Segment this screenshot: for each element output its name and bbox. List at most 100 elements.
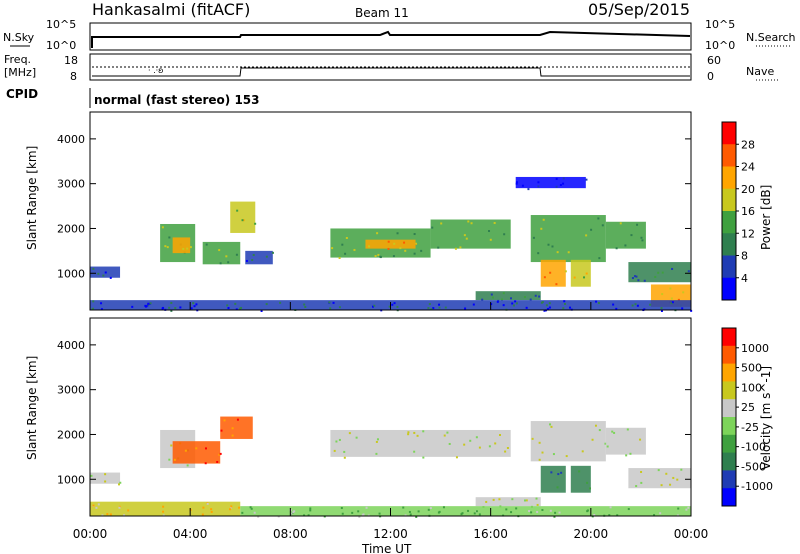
velocity-colorbar-tick-label: -500: [741, 460, 766, 473]
power-echo-speckle: [219, 262, 222, 265]
power-echo-speckle: [634, 303, 637, 306]
power-colorbar-tick-label: 8: [741, 250, 748, 263]
power-echo-speckle: [635, 275, 638, 278]
velocity-echo-speckle: [416, 434, 419, 437]
velocity-echo-speckle: [422, 430, 425, 433]
beam-title: Beam 11: [355, 6, 409, 20]
velocity-echo-speckle: [536, 510, 539, 513]
power-echo-speckle: [242, 219, 245, 222]
power-echo-region: [628, 262, 691, 283]
power-echo-speckle: [548, 302, 551, 305]
power-echo-speckle: [541, 301, 544, 304]
velocity-echo-speckle: [606, 445, 609, 448]
velocity-colorbar-tick-label: -25: [741, 421, 759, 434]
power-echo-speckle: [328, 301, 331, 304]
velocity-echo-speckle: [578, 470, 581, 473]
power-echo-speckle: [661, 293, 664, 296]
velocity-colorbar-tick-label: 1000: [741, 342, 769, 355]
power-echo-region: [515, 176, 586, 189]
velocity-colorbar-swatch: [722, 434, 736, 454]
velocity-echo-speckle: [236, 418, 239, 421]
velocity-echo-speckle: [557, 473, 560, 476]
power-echo-speckle: [631, 304, 634, 307]
velocity-echo-speckle: [201, 513, 204, 516]
power-echo-speckle: [671, 301, 674, 304]
power-echo-speckle: [612, 303, 615, 306]
velocity-colorbar-tick-label: 25: [741, 401, 755, 414]
velocity-echo-speckle: [494, 442, 497, 445]
velocity-colorbar: 1000 500 100 25 -25 -100 -500 -1000: [721, 327, 773, 507]
power-echo-speckle: [227, 307, 230, 310]
velocity-echo-speckle: [665, 472, 668, 475]
power-echo-speckle: [514, 300, 517, 303]
power-echo-speckle: [131, 305, 134, 308]
power-echo-speckle: [615, 307, 618, 310]
velocity-echo-speckle: [553, 515, 556, 518]
power-echo-speckle: [166, 246, 169, 249]
velocity-echo-speckle: [498, 498, 501, 501]
velocity-echo-speckle: [238, 506, 241, 509]
power-echo-speckle: [597, 217, 600, 220]
velocity-echo-speckle: [639, 438, 642, 441]
velocity-echo-speckle: [230, 505, 233, 508]
velocity-colorbar-frame: [721, 327, 737, 507]
power-echo-speckle: [387, 247, 390, 250]
velocity-echo-speckle: [510, 511, 513, 514]
power-echo-speckle: [637, 279, 640, 282]
nave-label: Nave: [746, 65, 774, 78]
nsky-tick-bottom: 10^0: [46, 39, 76, 52]
velocity-colorbar-swatch: [722, 381, 736, 400]
velocity-echo-region: [570, 465, 591, 493]
power-echo-speckle: [534, 294, 537, 297]
velocity-echo-speckle: [443, 434, 446, 437]
velocity-echo-speckle: [653, 514, 656, 517]
power-echo-speckle: [438, 303, 441, 306]
velocity-echo-speckle: [565, 455, 568, 458]
velocity-echo-speckle: [101, 514, 104, 517]
velocity-echo-speckle: [463, 443, 466, 446]
velocity-echo-speckle: [409, 513, 412, 516]
power-echo-speckle: [489, 238, 492, 241]
velocity-echo-region: [330, 429, 511, 457]
velocity-echo-speckle: [448, 442, 451, 445]
velocity-echo-speckle: [210, 508, 213, 511]
velocity-echo-speckle: [365, 506, 368, 509]
velocity-colorbar-tick-label: 500: [741, 362, 762, 375]
power-echo-speckle: [657, 271, 660, 274]
velocity-echo-speckle: [362, 513, 365, 516]
power-echo-speckle: [329, 307, 332, 310]
velocity-echo-speckle: [467, 509, 470, 512]
power-echo-speckle: [547, 243, 550, 246]
power-colorbar-swatch: [722, 144, 736, 167]
power-echo-speckle: [502, 292, 505, 295]
power-echo-speckle: [595, 300, 598, 303]
power-echo-speckle: [428, 303, 431, 306]
velocity-echo-speckle: [162, 510, 165, 513]
velocity-echo-speckle: [505, 508, 508, 511]
power-echo-speckle: [376, 232, 379, 235]
velocity-echo-speckle: [95, 506, 98, 509]
power-echo-speckle: [147, 302, 150, 305]
power-echo-speckle: [630, 234, 633, 237]
velocity-echo-speckle: [604, 442, 607, 445]
power-ytick-label: 2000: [57, 222, 85, 235]
power-echo-speckle: [387, 240, 390, 243]
velocity-echo-speckle: [338, 438, 341, 441]
velocity-echo-speckle: [293, 510, 296, 513]
time-xtick-label: 04:00: [173, 527, 208, 541]
velocity-echo-speckle: [626, 428, 629, 431]
velocity-echo-speckle: [594, 424, 597, 427]
velocity-yticks: 4000 3000 2000 1000: [57, 339, 691, 486]
power-echo-speckle: [555, 283, 558, 286]
nsearch-tick-bottom: 10^0: [705, 39, 735, 52]
velocity-colorbar-swatch: [722, 363, 736, 382]
power-echo-speckle: [543, 309, 546, 312]
power-echo-speckle: [643, 308, 646, 311]
station-title: Hankasalmi (fitACF): [92, 0, 250, 19]
power-echo-speckle: [559, 184, 562, 187]
power-echo-speckle: [236, 209, 239, 212]
power-echo-speckle: [467, 220, 470, 223]
velocity-echo-speckle: [635, 485, 638, 488]
velocity-colorbar-label: Velocity [m s^-1]: [759, 366, 773, 470]
power-echo-region: [430, 219, 511, 249]
